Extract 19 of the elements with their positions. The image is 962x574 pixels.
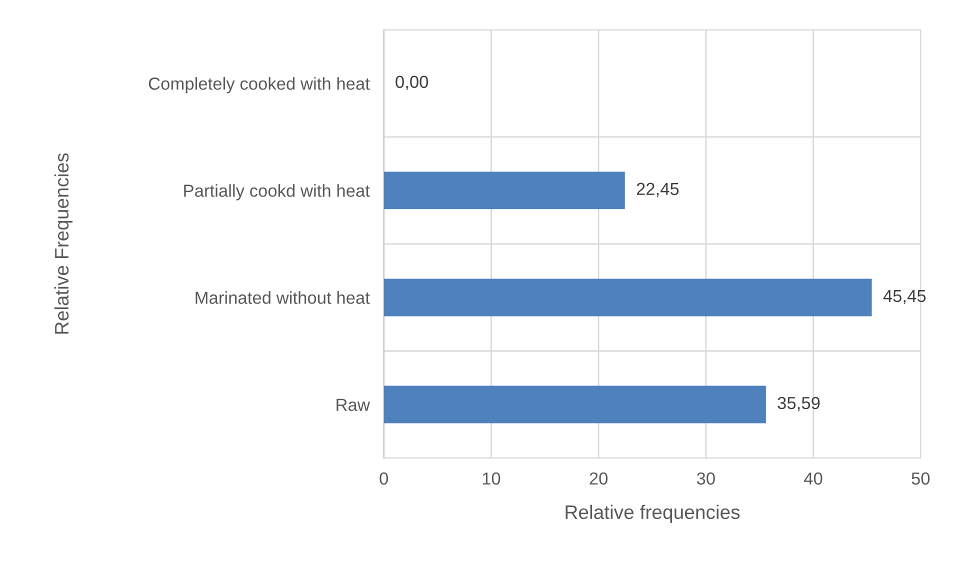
data-label: 22,45 xyxy=(636,182,679,198)
x-tick-label: 50 xyxy=(912,472,930,485)
x-tick-label: 10 xyxy=(482,472,500,485)
y-axis-title: Relative Frequencies xyxy=(54,153,72,334)
y-tick-label: Partially cookd with heat xyxy=(184,184,370,200)
bar xyxy=(384,172,625,210)
x-tick-label: 30 xyxy=(696,472,715,485)
bar xyxy=(384,386,766,424)
data-label: 35,59 xyxy=(778,396,820,412)
x-tick-label: 20 xyxy=(590,472,608,485)
y-tick-label: Marinated without heat xyxy=(196,291,370,304)
x-axis-title: Relative frequencies xyxy=(566,504,740,523)
data-label: 0,00 xyxy=(396,76,428,90)
y-tick-label: Raw xyxy=(336,398,370,411)
data-label: 45,45 xyxy=(883,290,926,304)
x-tick-label: 40 xyxy=(804,472,822,485)
y-tick-label: Completely cooked with heat xyxy=(148,77,370,94)
x-tick-label: 0 xyxy=(380,472,388,485)
bar xyxy=(384,278,872,316)
